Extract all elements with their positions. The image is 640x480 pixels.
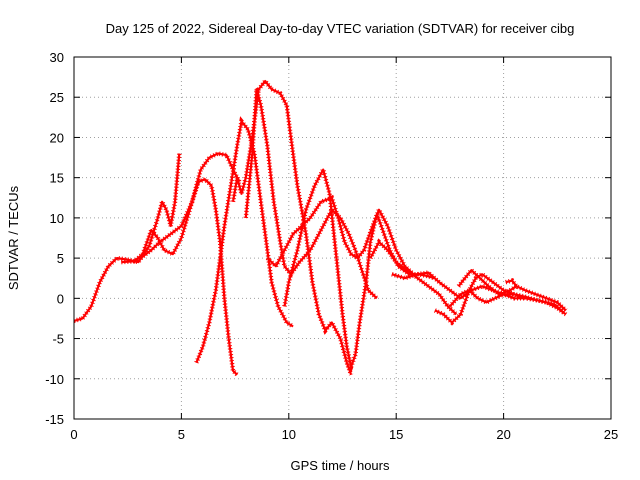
x-axis-label: GPS time / hours bbox=[291, 458, 390, 473]
series-sat-f bbox=[243, 88, 379, 300]
series-markers bbox=[265, 194, 415, 276]
series-sat-n bbox=[505, 278, 568, 313]
y-tick-label: 15 bbox=[50, 171, 64, 186]
series-markers bbox=[73, 153, 182, 324]
series-sat-l bbox=[448, 287, 568, 317]
series-markers bbox=[456, 266, 518, 297]
series-line bbox=[505, 279, 567, 312]
series-markers bbox=[368, 238, 458, 317]
series-sat-i bbox=[368, 238, 458, 317]
series-sat-d bbox=[194, 116, 295, 364]
series-markers bbox=[194, 116, 295, 364]
series-sat-a bbox=[73, 153, 182, 324]
series-sat-e bbox=[230, 77, 354, 376]
chart-title: Day 125 of 2022, Sidereal Day-to-day VTE… bbox=[106, 21, 575, 36]
series-sat-h bbox=[282, 163, 436, 375]
y-tick-label: 10 bbox=[50, 211, 64, 226]
series-markers bbox=[282, 163, 436, 375]
y-tick-label: -15 bbox=[45, 412, 64, 427]
y-tick-label: 25 bbox=[50, 90, 64, 105]
y-tick-label: -10 bbox=[45, 372, 64, 387]
plot-frame bbox=[73, 56, 612, 420]
series-sat-c bbox=[137, 176, 239, 377]
plot-series bbox=[73, 77, 568, 377]
y-tick-label: 0 bbox=[57, 291, 64, 306]
y-axis-label: SDTVAR / TECUs bbox=[6, 185, 21, 290]
y-tick-label: 30 bbox=[50, 50, 64, 65]
x-tick-label: 15 bbox=[389, 427, 403, 442]
series-sat-g bbox=[265, 194, 415, 276]
series-sat-b bbox=[121, 151, 242, 265]
series-markers bbox=[230, 77, 354, 376]
y-tick-label: 5 bbox=[57, 251, 64, 266]
series-sat-m bbox=[456, 266, 518, 297]
x-tick-label: 25 bbox=[604, 427, 618, 442]
series-markers bbox=[137, 176, 239, 377]
x-tick-label: 5 bbox=[178, 427, 185, 442]
series-markers bbox=[243, 88, 379, 300]
axis-ticks: 0 5 10 15 20 25 -15 -10 -5 0 5 10 15 20 25 30 bbox=[45, 50, 618, 442]
series-line bbox=[449, 289, 567, 316]
y-tick-label: -5 bbox=[52, 332, 64, 347]
x-tick-label: 10 bbox=[282, 427, 296, 442]
x-tick-label: 20 bbox=[496, 427, 510, 442]
x-tick-label: 0 bbox=[70, 427, 77, 442]
series-line bbox=[121, 152, 241, 264]
y-tick-label: 20 bbox=[50, 130, 64, 145]
